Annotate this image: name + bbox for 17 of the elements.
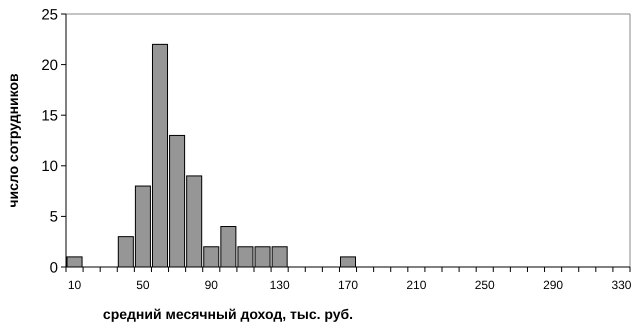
x-tick-label: 90 xyxy=(204,278,218,292)
x-tick-label: 250 xyxy=(474,278,496,292)
y-tick-label: 25 xyxy=(41,6,58,24)
y-tick-label: 10 xyxy=(41,158,58,176)
x-axis-title: средний месячный доход, тыс. руб. xyxy=(102,306,354,322)
y-tick-label: 20 xyxy=(41,56,58,74)
x-tick-label: 170 xyxy=(338,278,358,292)
x-tick-label: 330 xyxy=(611,278,632,292)
y-tick-label: 15 xyxy=(41,107,58,124)
y-tick-label: 0 xyxy=(50,259,58,276)
x-tick-label: 10 xyxy=(68,278,82,292)
x-tick-label: 210 xyxy=(406,278,427,292)
y-tick-label: 5 xyxy=(50,208,58,226)
x-tick-label: 130 xyxy=(270,278,290,292)
x-tick-label: 290 xyxy=(543,278,564,292)
x-tick-label: 50 xyxy=(136,278,150,292)
y-axis-title: число сотрудников xyxy=(5,72,21,208)
